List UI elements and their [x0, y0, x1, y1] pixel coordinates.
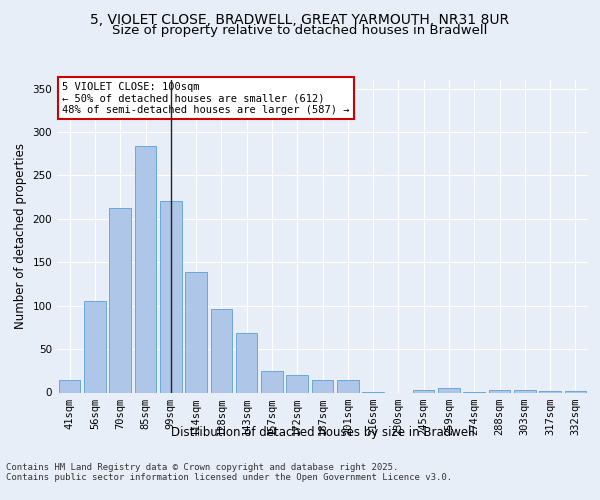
Bar — [236, 334, 257, 392]
Bar — [514, 390, 536, 392]
Bar — [489, 390, 510, 392]
Bar — [286, 375, 308, 392]
Text: Distribution of detached houses by size in Bradwell: Distribution of detached houses by size … — [171, 426, 475, 439]
Bar — [337, 380, 359, 392]
Text: 5, VIOLET CLOSE, BRADWELL, GREAT YARMOUTH, NR31 8UR: 5, VIOLET CLOSE, BRADWELL, GREAT YARMOUT… — [91, 12, 509, 26]
Text: Size of property relative to detached houses in Bradwell: Size of property relative to detached ho… — [112, 24, 488, 37]
Y-axis label: Number of detached properties: Number of detached properties — [14, 143, 27, 329]
Bar — [84, 302, 106, 392]
Bar — [565, 391, 586, 392]
Bar — [109, 208, 131, 392]
Bar — [160, 200, 182, 392]
Bar — [413, 390, 434, 392]
Text: 5 VIOLET CLOSE: 100sqm
← 50% of detached houses are smaller (612)
48% of semi-de: 5 VIOLET CLOSE: 100sqm ← 50% of detached… — [62, 82, 350, 115]
Bar — [185, 272, 207, 392]
Text: Contains HM Land Registry data © Crown copyright and database right 2025.
Contai: Contains HM Land Registry data © Crown c… — [6, 462, 452, 482]
Bar — [135, 146, 156, 392]
Bar — [261, 371, 283, 392]
Bar — [539, 391, 561, 392]
Bar — [438, 388, 460, 392]
Bar — [312, 380, 333, 392]
Bar — [59, 380, 80, 392]
Bar — [211, 309, 232, 392]
